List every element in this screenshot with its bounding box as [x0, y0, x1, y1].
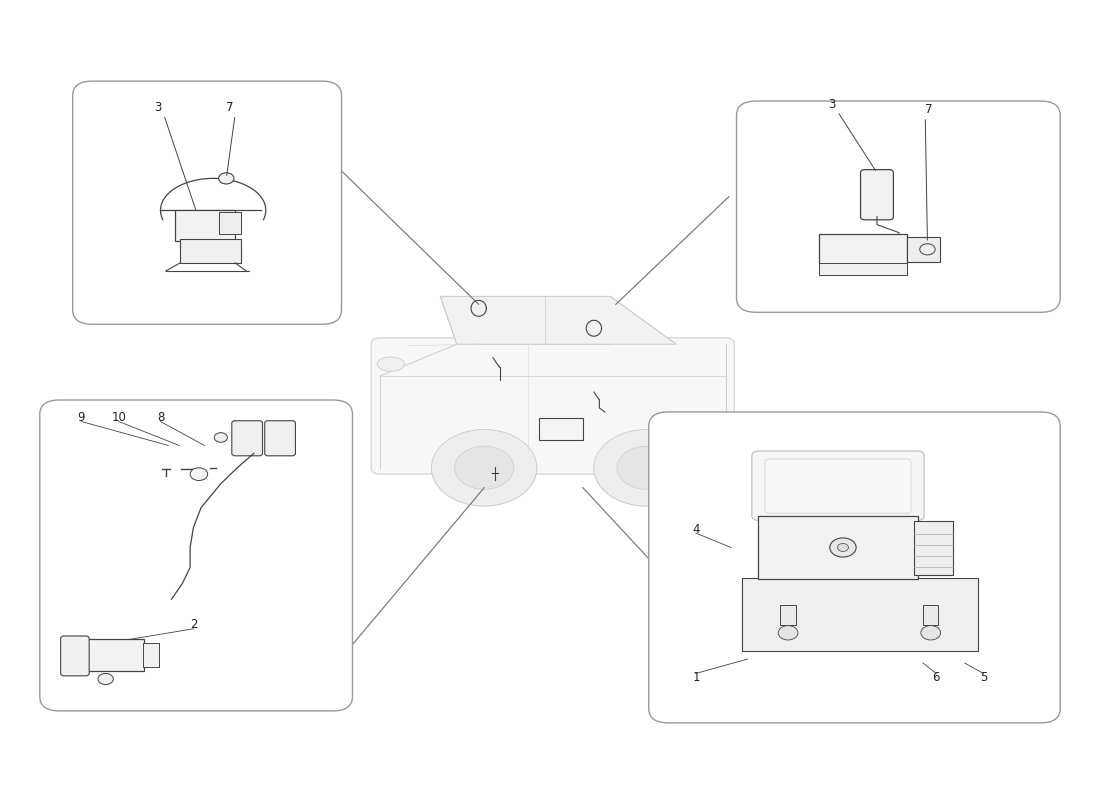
Text: 5: 5	[980, 671, 987, 684]
Circle shape	[837, 543, 848, 551]
Bar	[818, 234, 906, 265]
FancyBboxPatch shape	[649, 412, 1060, 723]
Bar	[219, 212, 241, 234]
Bar	[84, 639, 144, 671]
FancyBboxPatch shape	[60, 636, 89, 676]
Circle shape	[214, 433, 228, 442]
FancyBboxPatch shape	[232, 421, 263, 456]
Text: eurospares: eurospares	[826, 589, 899, 602]
Text: 4: 4	[692, 522, 700, 536]
Bar	[742, 578, 978, 651]
Circle shape	[920, 244, 935, 255]
Bar	[539, 418, 583, 440]
FancyBboxPatch shape	[40, 400, 352, 711]
Text: 3: 3	[155, 101, 162, 114]
FancyBboxPatch shape	[860, 170, 893, 220]
Text: 10: 10	[111, 411, 126, 424]
Bar	[143, 643, 160, 667]
Circle shape	[617, 446, 676, 490]
Bar	[780, 605, 795, 625]
Text: 9: 9	[78, 411, 85, 424]
Circle shape	[98, 674, 113, 685]
Circle shape	[454, 446, 514, 490]
Circle shape	[431, 430, 537, 506]
Text: 2: 2	[189, 618, 197, 631]
Text: 8: 8	[157, 411, 164, 424]
FancyBboxPatch shape	[752, 451, 924, 520]
Bar	[175, 210, 235, 241]
Bar	[906, 237, 939, 262]
Circle shape	[778, 626, 798, 640]
Bar	[914, 521, 953, 575]
FancyBboxPatch shape	[371, 338, 735, 474]
Text: 3: 3	[828, 98, 836, 110]
Circle shape	[594, 430, 700, 506]
Bar	[759, 515, 917, 579]
Text: 7: 7	[226, 101, 233, 114]
Text: 7: 7	[925, 103, 933, 116]
FancyBboxPatch shape	[265, 421, 296, 456]
Bar	[818, 263, 906, 275]
Text: eurospares: eurospares	[865, 226, 937, 239]
Text: eurospares: eurospares	[168, 238, 241, 251]
FancyBboxPatch shape	[766, 459, 911, 514]
Circle shape	[219, 173, 234, 184]
Bar	[923, 605, 938, 625]
Text: eurospares: eurospares	[157, 581, 230, 594]
Text: 6: 6	[933, 671, 940, 684]
Ellipse shape	[377, 357, 405, 371]
Bar	[180, 239, 241, 263]
FancyBboxPatch shape	[73, 81, 341, 324]
Circle shape	[921, 626, 940, 640]
Circle shape	[190, 468, 208, 481]
Text: 1: 1	[692, 671, 700, 684]
Circle shape	[829, 538, 856, 557]
Polygon shape	[440, 296, 676, 344]
FancyBboxPatch shape	[737, 101, 1060, 312]
